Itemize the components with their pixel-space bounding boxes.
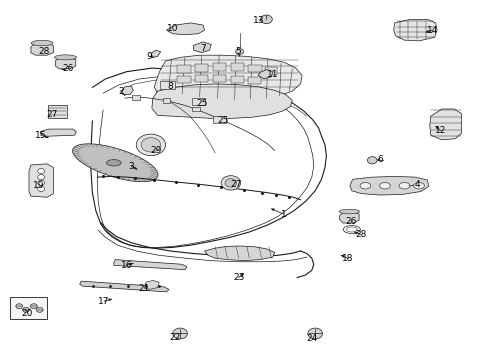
- Circle shape: [366, 157, 376, 164]
- FancyBboxPatch shape: [177, 65, 190, 73]
- Text: 28: 28: [354, 230, 366, 239]
- Ellipse shape: [379, 183, 389, 189]
- Text: 12: 12: [434, 126, 445, 135]
- Polygon shape: [258, 69, 272, 79]
- Polygon shape: [144, 280, 159, 289]
- FancyBboxPatch shape: [230, 63, 244, 71]
- Text: 9: 9: [146, 52, 152, 61]
- FancyBboxPatch shape: [10, 297, 47, 319]
- Polygon shape: [55, 57, 76, 69]
- Circle shape: [38, 180, 44, 185]
- FancyBboxPatch shape: [48, 105, 67, 118]
- Text: 14: 14: [426, 26, 437, 35]
- Text: 28: 28: [38, 47, 49, 56]
- Text: 11: 11: [266, 70, 278, 79]
- Polygon shape: [114, 260, 186, 270]
- Ellipse shape: [359, 183, 370, 189]
- FancyBboxPatch shape: [264, 67, 277, 75]
- Text: 10: 10: [166, 24, 178, 33]
- FancyBboxPatch shape: [213, 116, 225, 123]
- Ellipse shape: [413, 183, 424, 189]
- Circle shape: [221, 176, 240, 190]
- Circle shape: [38, 175, 44, 180]
- Text: 6: 6: [376, 155, 382, 164]
- Ellipse shape: [55, 55, 76, 60]
- Text: 29: 29: [150, 146, 161, 155]
- Circle shape: [224, 179, 236, 187]
- Text: 27: 27: [229, 180, 241, 189]
- FancyBboxPatch shape: [194, 75, 208, 82]
- Text: 23: 23: [232, 273, 244, 282]
- FancyBboxPatch shape: [217, 118, 224, 122]
- Text: 27: 27: [46, 110, 58, 119]
- Text: 26: 26: [62, 64, 74, 73]
- FancyBboxPatch shape: [191, 107, 199, 111]
- FancyBboxPatch shape: [192, 98, 204, 105]
- Polygon shape: [429, 109, 461, 140]
- Circle shape: [22, 307, 29, 312]
- Polygon shape: [193, 42, 211, 53]
- Circle shape: [235, 49, 243, 54]
- Polygon shape: [122, 86, 133, 95]
- FancyBboxPatch shape: [212, 75, 226, 82]
- Text: 17: 17: [98, 297, 110, 306]
- Circle shape: [141, 138, 160, 152]
- Text: 7: 7: [200, 44, 205, 53]
- FancyBboxPatch shape: [177, 76, 190, 83]
- Text: 15: 15: [35, 131, 46, 140]
- Ellipse shape: [106, 159, 121, 166]
- Text: 3: 3: [128, 162, 134, 171]
- Circle shape: [36, 307, 43, 312]
- Polygon shape: [152, 84, 292, 118]
- FancyBboxPatch shape: [159, 81, 175, 89]
- Polygon shape: [31, 43, 53, 55]
- Polygon shape: [41, 129, 76, 136]
- Text: 13: 13: [253, 16, 264, 25]
- Circle shape: [16, 304, 22, 309]
- Polygon shape: [349, 176, 428, 195]
- FancyBboxPatch shape: [212, 63, 226, 71]
- Circle shape: [38, 168, 44, 174]
- Text: 18: 18: [342, 254, 353, 263]
- Ellipse shape: [398, 183, 409, 189]
- FancyBboxPatch shape: [162, 98, 170, 103]
- FancyBboxPatch shape: [248, 77, 260, 84]
- Polygon shape: [339, 212, 358, 223]
- Ellipse shape: [31, 40, 53, 46]
- Text: 24: 24: [305, 334, 317, 343]
- Circle shape: [38, 186, 44, 192]
- FancyBboxPatch shape: [194, 64, 208, 72]
- Text: 20: 20: [22, 309, 33, 318]
- Text: 19: 19: [33, 181, 44, 190]
- Circle shape: [172, 328, 187, 339]
- Text: 21: 21: [139, 284, 150, 293]
- Text: 2: 2: [119, 86, 124, 95]
- Ellipse shape: [338, 209, 359, 214]
- Text: 4: 4: [414, 180, 420, 189]
- Circle shape: [307, 328, 322, 339]
- FancyBboxPatch shape: [132, 95, 140, 100]
- Text: 25: 25: [196, 99, 207, 108]
- Polygon shape: [204, 246, 274, 261]
- Circle shape: [260, 15, 272, 24]
- Text: 26: 26: [345, 217, 356, 226]
- Text: 8: 8: [167, 82, 173, 91]
- Polygon shape: [80, 281, 168, 292]
- Text: 25: 25: [216, 116, 228, 125]
- Text: 16: 16: [121, 261, 132, 270]
- Text: 5: 5: [235, 47, 241, 56]
- Polygon shape: [29, 164, 53, 197]
- Text: 22: 22: [169, 333, 181, 342]
- Text: 1: 1: [280, 210, 286, 219]
- Circle shape: [136, 134, 165, 156]
- Polygon shape: [151, 50, 160, 57]
- Polygon shape: [154, 55, 302, 99]
- Circle shape: [30, 304, 37, 309]
- Polygon shape: [166, 23, 204, 35]
- Polygon shape: [72, 144, 158, 182]
- Polygon shape: [393, 19, 436, 41]
- FancyBboxPatch shape: [230, 76, 244, 83]
- FancyBboxPatch shape: [248, 64, 262, 72]
